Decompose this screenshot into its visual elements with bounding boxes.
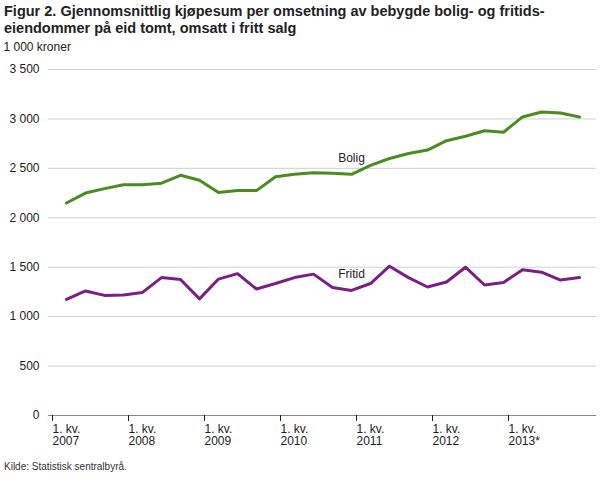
svg-text:3 500: 3 500 [9,62,39,76]
svg-text:1 500: 1 500 [9,260,39,274]
svg-text:2 500: 2 500 [9,161,39,175]
svg-text:1. kv.2008: 1. kv.2008 [129,422,157,448]
svg-text:1 000 kroner: 1 000 kroner [4,40,71,54]
svg-text:1. kv.2013*: 1. kv.2013* [509,422,541,448]
svg-text:2 000: 2 000 [9,211,39,225]
svg-text:500: 500 [19,359,39,373]
svg-text:0: 0 [33,408,40,422]
svg-text:1. kv.2012: 1. kv.2012 [433,422,461,448]
svg-text:1 000: 1 000 [9,309,39,323]
svg-text:1. kv.2011: 1. kv.2011 [357,422,385,448]
html-text:Figur 2. Gjennomsnittlig kjøpe: Figur 2. Gjennomsnittlig kjøpesum per om… [4,3,545,36]
svg-text:Bolig: Bolig [338,151,365,165]
svg-text:1. kv.2009: 1. kv.2009 [205,422,233,448]
svg-text:1. kv.2007: 1. kv.2007 [53,422,81,448]
svg-text:1. kv.2010: 1. kv.2010 [281,422,309,448]
svg-text:Fritid: Fritid [338,267,365,281]
svg-text:3 000: 3 000 [9,112,39,126]
html-text:Kilde: Statistisk sentralbyrå.: Kilde: Statistisk sentralbyrå. [4,461,127,472]
